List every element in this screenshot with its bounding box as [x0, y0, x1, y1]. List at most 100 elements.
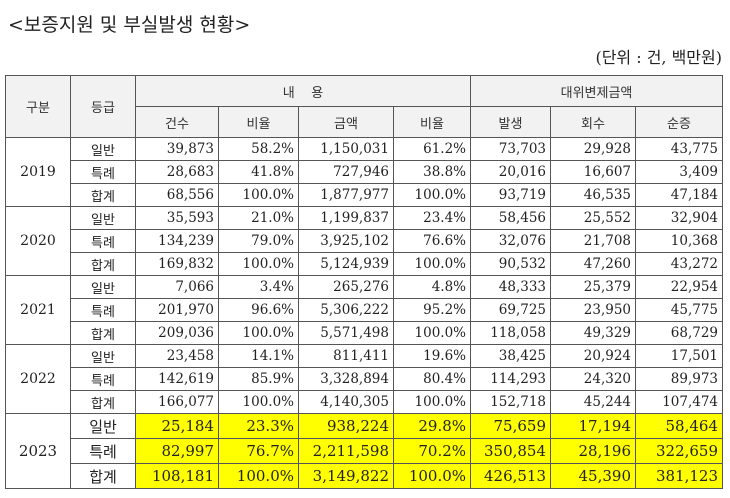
- value-cell: 38.8%: [392, 160, 472, 184]
- value-cell: 23.4%: [392, 206, 472, 230]
- value-cell: 76.6%: [392, 229, 472, 253]
- value-cell: 85.9%: [218, 367, 299, 391]
- value-cell: 17,194: [550, 413, 637, 439]
- value-cell: 23.3%: [218, 413, 299, 439]
- value-cell: 20,016: [470, 160, 552, 184]
- value-cell: 100.0%: [218, 390, 299, 414]
- value-cell: 350,854: [470, 438, 552, 464]
- table-row: 2021 일반 7,066 3.4% 265,276 4.8% 48,333 25,379 22…: [5, 275, 724, 345]
- table-row: 2020 일반 35,593 21.0% 1,199,837 23.4% 58,456 25,…: [5, 206, 724, 276]
- value-cell: 100.0%: [218, 321, 299, 345]
- value-cell: 381,123: [635, 463, 724, 489]
- table-row: 합계 209,036 100.0% 5,571,498 100.0% 118,058 49,…: [6, 321, 724, 345]
- value-cell: 20,924: [550, 344, 637, 368]
- value-cell: 3,409: [635, 160, 724, 184]
- value-cell: 21,708: [550, 229, 637, 253]
- header-year: 구분: [5, 75, 71, 138]
- grade-cell: 합계: [70, 183, 136, 207]
- value-cell: 61.2%: [392, 137, 472, 161]
- value-cell: 2,211,598: [298, 438, 394, 464]
- value-cell: 45,775: [635, 298, 724, 322]
- value-cell: 322,659: [635, 438, 724, 464]
- value-cell: 727,946: [298, 160, 394, 184]
- value-cell: 22,954: [635, 275, 724, 299]
- value-cell: 96.6%: [218, 298, 299, 322]
- value-cell: 5,306,222: [298, 298, 394, 322]
- value-cell: 80.4%: [392, 367, 472, 391]
- value-cell: 89,973: [635, 367, 724, 391]
- grade-cell: 일반: [70, 206, 136, 230]
- table-row: 특례 28,683 41.8% 727,946 38.8% 20,016 16,607 3,4…: [6, 160, 724, 184]
- value-cell: 58,456: [470, 206, 552, 230]
- value-cell: 19.6%: [392, 344, 472, 368]
- value-cell: 3,925,102: [298, 229, 394, 253]
- year-cell: 2023: [5, 413, 71, 489]
- guarantee-table: 구분 등급 내 용 대위변제금액 건수 비율 금액 비율 발생 회수 순증 20…: [5, 75, 724, 489]
- table-row: 합계 108,181 100.0% 3,149,822 100.0% 426,513 45,…: [6, 463, 724, 489]
- value-cell: 16,607: [550, 160, 637, 184]
- value-cell: 58.2%: [218, 137, 299, 161]
- value-cell: 3,328,894: [298, 367, 394, 391]
- table-row: 합계 166,077 100.0% 4,140,305 100.0% 152,718 45,…: [6, 390, 724, 414]
- grade-cell: 일반: [70, 275, 136, 299]
- header-amount-ratio: 비율: [392, 106, 472, 138]
- value-cell: 938,224: [298, 413, 394, 439]
- table-row: 특례 142,619 85.9% 3,328,894 80.4% 114,293 24,32…: [6, 367, 724, 391]
- value-cell: 201,970: [135, 298, 219, 322]
- grade-cell: 특례: [70, 229, 136, 253]
- value-cell: 23,950: [550, 298, 637, 322]
- value-cell: 68,729: [635, 321, 724, 345]
- value-cell: 142,619: [135, 367, 219, 391]
- value-cell: 46,535: [550, 183, 637, 207]
- grade-cell: 일반: [70, 137, 136, 161]
- value-cell: 82,997: [135, 438, 219, 464]
- year-cell: 2019: [5, 137, 71, 207]
- value-cell: 4.8%: [392, 275, 472, 299]
- grade-cell: 특례: [70, 438, 136, 464]
- grade-cell: 일반: [70, 413, 136, 439]
- value-cell: 1,150,031: [298, 137, 394, 161]
- value-cell: 10,368: [635, 229, 724, 253]
- value-cell: 118,058: [470, 321, 552, 345]
- year-cell: 2022: [5, 344, 71, 414]
- grade-cell: 일반: [70, 344, 136, 368]
- grade-cell: 합계: [70, 463, 136, 489]
- value-cell: 108,181: [135, 463, 219, 489]
- value-cell: 107,474: [635, 390, 724, 414]
- table-row: 2019 일반 39,873 58.2% 1,150,031 61.2% 73,703 29,…: [5, 137, 724, 207]
- grade-cell: 합계: [70, 321, 136, 345]
- grade-cell: 특례: [70, 367, 136, 391]
- value-cell: 69,725: [470, 298, 552, 322]
- header-content: 내 용: [134, 75, 472, 107]
- value-cell: 32,076: [470, 229, 552, 253]
- year-cell: 2020: [5, 206, 71, 276]
- header-net-increase: 순증: [635, 106, 724, 138]
- value-cell: 5,571,498: [298, 321, 394, 345]
- value-cell: 166,077: [135, 390, 219, 414]
- value-cell: 100.0%: [392, 252, 472, 276]
- value-cell: 811,411: [298, 344, 394, 368]
- value-cell: 38,425: [470, 344, 552, 368]
- header-amount: 금액: [298, 106, 394, 138]
- header-recovered: 회수: [550, 106, 637, 138]
- value-cell: 45,390: [550, 463, 637, 489]
- grade-cell: 합계: [70, 252, 136, 276]
- value-cell: 45,244: [550, 390, 637, 414]
- table-row: 특례 82,997 76.7% 2,211,598 70.2% 350,854 28,196…: [6, 438, 724, 464]
- value-cell: 49,329: [550, 321, 637, 345]
- value-cell: 4,140,305: [298, 390, 394, 414]
- value-cell: 209,036: [135, 321, 219, 345]
- value-cell: 3.4%: [218, 275, 299, 299]
- year-cell: 2021: [5, 275, 71, 345]
- value-cell: 70.2%: [392, 438, 472, 464]
- value-cell: 134,239: [135, 229, 219, 253]
- value-cell: 3,149,822: [298, 463, 394, 489]
- value-cell: 76.7%: [218, 438, 299, 464]
- value-cell: 100.0%: [392, 183, 472, 207]
- header-grade: 등급: [70, 75, 136, 138]
- value-cell: 5,124,939: [298, 252, 394, 276]
- table-row: 2022 일반 23,458 14.1% 811,411 19.6% 38,425 20,92…: [5, 344, 724, 414]
- value-cell: 426,513: [470, 463, 552, 489]
- grade-cell: 특례: [70, 160, 136, 184]
- value-cell: 90,532: [470, 252, 552, 276]
